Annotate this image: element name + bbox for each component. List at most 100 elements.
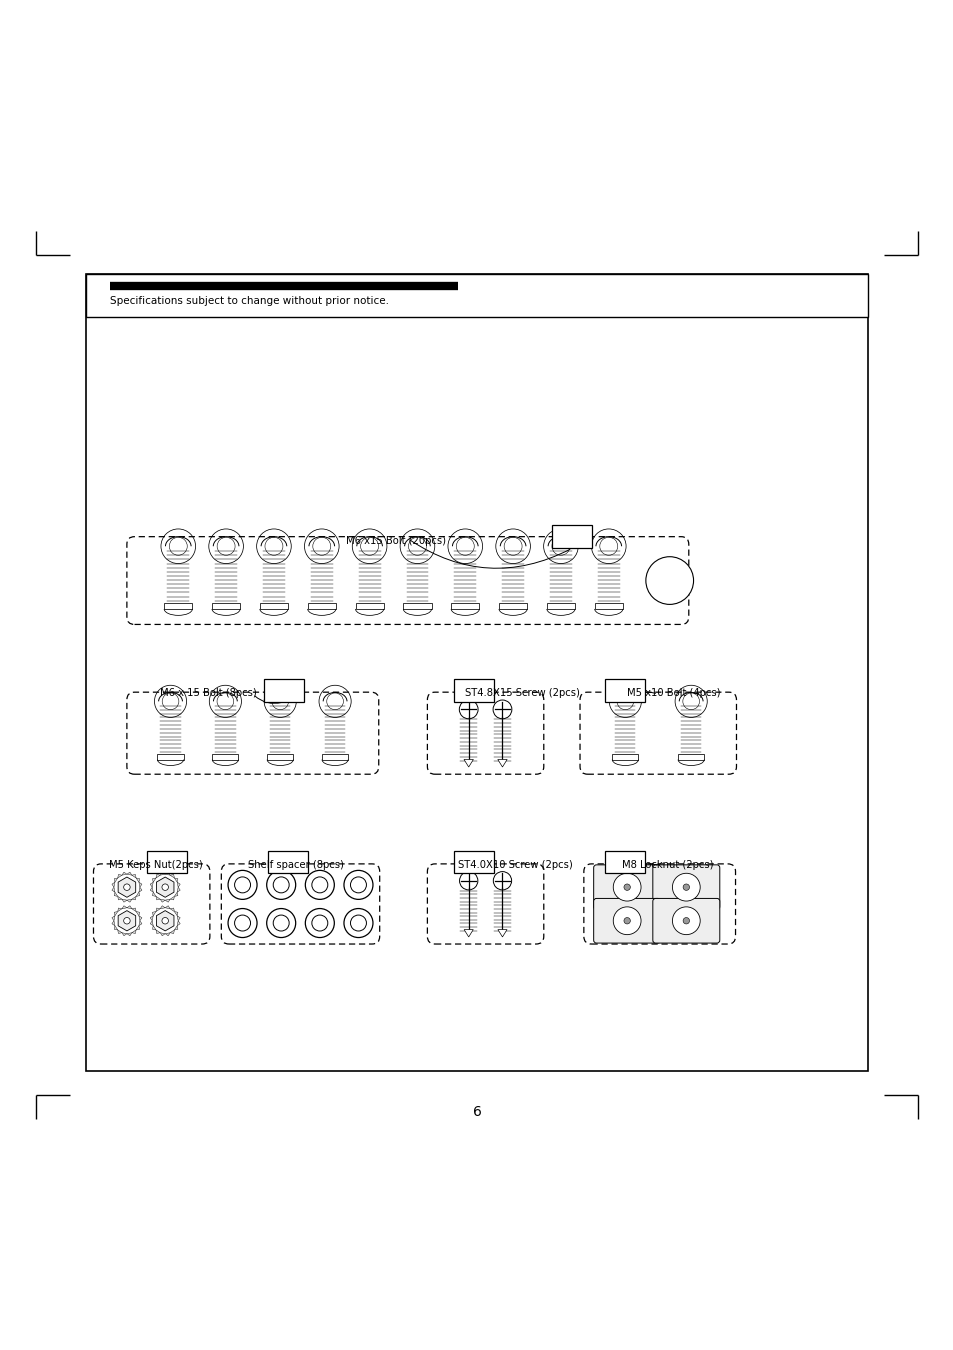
Text: M5 x10 Bolt (4pcs): M5 x10 Bolt (4pcs) [626,688,720,698]
Circle shape [672,873,700,900]
Circle shape [273,878,289,892]
Bar [164,603,193,609]
Text: ST4.8X15 Screw (2pcs): ST4.8X15 Screw (2pcs) [465,688,579,698]
Polygon shape [463,760,473,767]
Polygon shape [122,933,127,936]
Bar [212,603,240,609]
Bar [86,274,867,1071]
FancyBboxPatch shape [427,693,543,774]
Polygon shape [112,921,114,926]
Bar [594,603,622,609]
Polygon shape [160,872,165,875]
FancyBboxPatch shape [127,693,378,774]
Polygon shape [117,930,122,933]
Polygon shape [152,892,156,896]
Bar [147,850,187,873]
Polygon shape [112,915,114,921]
Circle shape [459,872,477,890]
Bar [86,274,867,317]
Polygon shape [132,909,136,911]
Polygon shape [139,921,142,926]
Circle shape [344,871,373,899]
Polygon shape [497,930,507,937]
Bar [267,755,293,760]
Circle shape [350,915,366,931]
Polygon shape [177,882,180,887]
Polygon shape [170,930,174,933]
Bar [268,850,308,873]
Polygon shape [122,872,127,875]
Polygon shape [170,909,174,911]
Circle shape [312,915,328,931]
Circle shape [162,884,169,891]
Polygon shape [118,911,135,932]
Polygon shape [160,933,165,936]
Polygon shape [156,896,160,900]
Polygon shape [117,909,122,911]
Polygon shape [177,887,180,892]
Polygon shape [139,887,142,892]
Circle shape [228,909,256,937]
Circle shape [623,884,630,891]
Circle shape [124,884,130,891]
Circle shape [493,701,512,718]
Circle shape [228,871,256,899]
Polygon shape [174,878,178,882]
Bar [451,603,478,609]
Polygon shape [114,926,117,930]
Polygon shape [165,872,170,875]
Polygon shape [156,875,160,878]
Circle shape [350,878,366,892]
Polygon shape [174,892,178,896]
Polygon shape [152,926,156,930]
Circle shape [267,871,295,899]
Polygon shape [150,915,153,921]
FancyBboxPatch shape [593,899,659,944]
Circle shape [458,701,477,718]
Polygon shape [152,911,156,915]
Polygon shape [174,911,178,915]
Polygon shape [136,926,139,930]
Text: M8 Locknut (2pcs): M8 Locknut (2pcs) [621,860,713,871]
Polygon shape [139,882,142,887]
Bar [213,755,238,760]
Bar [454,679,494,702]
Polygon shape [122,899,127,902]
Circle shape [344,909,373,937]
Polygon shape [170,875,174,878]
Circle shape [682,884,689,891]
Circle shape [305,871,334,899]
Polygon shape [165,933,170,936]
FancyBboxPatch shape [93,864,210,944]
Bar [546,603,575,609]
Bar [355,603,383,609]
Polygon shape [132,896,136,900]
Polygon shape [170,896,174,900]
Text: M6 x 15 Bolt (8pcs): M6 x 15 Bolt (8pcs) [159,688,256,698]
Circle shape [645,556,693,605]
Circle shape [613,907,640,934]
Polygon shape [112,882,114,887]
Circle shape [234,878,251,892]
Circle shape [493,872,511,890]
Polygon shape [132,930,136,933]
Polygon shape [150,882,153,887]
Circle shape [672,907,700,934]
FancyBboxPatch shape [652,865,720,910]
Text: M5 Keps Nut(2pcs): M5 Keps Nut(2pcs) [109,860,202,871]
FancyBboxPatch shape [652,899,720,944]
Bar [552,525,592,548]
Polygon shape [160,899,165,902]
FancyBboxPatch shape [221,864,379,944]
Circle shape [273,915,289,931]
Bar [612,755,638,760]
Bar [322,755,348,760]
Polygon shape [165,906,170,909]
FancyBboxPatch shape [583,864,735,944]
Circle shape [162,918,169,923]
Bar [259,603,288,609]
Polygon shape [118,878,135,898]
Polygon shape [127,933,132,936]
Circle shape [312,878,328,892]
Polygon shape [177,921,180,926]
